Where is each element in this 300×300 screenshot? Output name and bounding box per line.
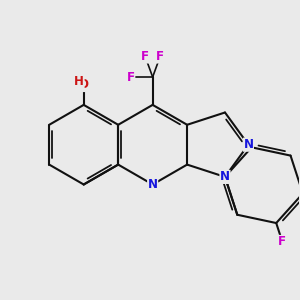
Text: N: N <box>148 178 158 191</box>
Text: O: O <box>79 79 89 92</box>
Text: F: F <box>278 236 286 248</box>
Text: H: H <box>74 75 84 88</box>
Text: F: F <box>127 70 135 83</box>
Text: N: N <box>243 138 254 151</box>
Text: F: F <box>141 50 149 63</box>
Text: F: F <box>156 50 164 63</box>
Text: N: N <box>220 170 230 183</box>
